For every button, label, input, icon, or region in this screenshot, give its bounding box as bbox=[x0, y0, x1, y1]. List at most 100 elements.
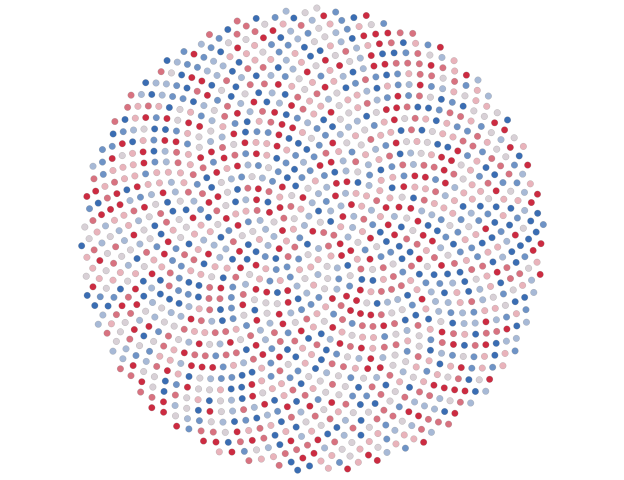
spiral-dot bbox=[85, 235, 93, 243]
spiral-dot bbox=[377, 390, 385, 398]
spiral-dot bbox=[369, 344, 377, 352]
spiral-dot bbox=[431, 297, 440, 305]
spiral-dot bbox=[176, 105, 184, 113]
spiral-dot bbox=[295, 255, 303, 263]
spiral-dot bbox=[371, 399, 379, 408]
spiral-dot bbox=[287, 309, 295, 317]
spiral-dot bbox=[112, 337, 120, 345]
spiral-dot bbox=[306, 167, 314, 175]
spiral-dot bbox=[208, 81, 216, 89]
spiral-dot bbox=[193, 63, 201, 71]
spiral-dot bbox=[193, 180, 201, 188]
spiral-dot bbox=[466, 166, 475, 174]
spiral-dot bbox=[89, 217, 97, 225]
spiral-dot bbox=[399, 268, 407, 276]
spiral-dot bbox=[363, 99, 371, 107]
spiral-dot bbox=[509, 286, 517, 294]
spiral-dot bbox=[482, 341, 490, 349]
spiral-dot bbox=[238, 232, 246, 240]
spiral-dot bbox=[164, 168, 172, 176]
spiral-dot bbox=[436, 395, 444, 403]
spiral-dot bbox=[130, 231, 138, 239]
spiral-dot bbox=[364, 451, 372, 459]
spiral-dot bbox=[310, 153, 318, 161]
spiral-dot bbox=[339, 363, 347, 371]
spiral-dot bbox=[237, 99, 245, 107]
spiral-dot bbox=[358, 228, 366, 236]
spiral-dot bbox=[418, 295, 426, 303]
spiral-dot bbox=[314, 396, 322, 404]
spiral-dot bbox=[451, 183, 459, 192]
spiral-dot bbox=[133, 301, 141, 309]
spiral-dot bbox=[140, 226, 148, 234]
spiral-dot bbox=[314, 271, 322, 279]
spiral-dot bbox=[180, 179, 188, 187]
spiral-dot bbox=[470, 107, 478, 115]
spiral-dot bbox=[441, 408, 449, 416]
spiral-dot bbox=[207, 418, 215, 426]
spiral-dot bbox=[391, 231, 399, 239]
spiral-dot bbox=[165, 282, 173, 290]
spiral-dot bbox=[291, 49, 299, 57]
spiral-dot bbox=[411, 114, 419, 122]
spiral-dot bbox=[468, 181, 476, 189]
spiral-dot bbox=[102, 284, 110, 292]
spiral-dot bbox=[291, 318, 299, 326]
spiral-dot bbox=[353, 44, 361, 52]
spiral-dot bbox=[437, 261, 446, 269]
spiral-dot bbox=[508, 248, 516, 256]
spiral-dot bbox=[144, 102, 152, 110]
spiral-dot bbox=[347, 374, 355, 382]
spiral-dot bbox=[200, 53, 208, 61]
spiral-dot bbox=[372, 30, 380, 38]
spiral-dot bbox=[503, 325, 511, 333]
spiral-dot bbox=[491, 171, 499, 179]
spiral-dot bbox=[507, 187, 515, 195]
spiral-dot bbox=[177, 233, 185, 242]
spiral-dot bbox=[420, 438, 428, 446]
spiral-dot bbox=[340, 431, 348, 439]
spiral-dot bbox=[328, 398, 336, 407]
spiral-dot bbox=[294, 93, 302, 101]
spiral-dot bbox=[149, 383, 157, 391]
spiral-dot bbox=[98, 146, 106, 154]
spiral-dot bbox=[447, 157, 456, 165]
spiral-dot bbox=[189, 171, 197, 179]
spiral-dot bbox=[484, 179, 492, 187]
spiral-dot bbox=[131, 114, 139, 122]
spiral-dot bbox=[282, 428, 290, 436]
spiral-dot bbox=[127, 309, 135, 317]
spiral-dot bbox=[273, 289, 281, 297]
spiral-dot bbox=[212, 438, 220, 446]
spiral-dot bbox=[313, 4, 321, 12]
spiral-dot bbox=[472, 97, 480, 105]
spiral-dot bbox=[292, 423, 300, 431]
spiral-dot bbox=[231, 151, 239, 159]
spiral-dot bbox=[505, 170, 513, 178]
spiral-dot bbox=[108, 142, 116, 150]
spiral-dot bbox=[468, 195, 476, 203]
spiral-dot bbox=[245, 457, 253, 465]
spiral-dot bbox=[96, 257, 104, 265]
spiral-dot bbox=[194, 396, 202, 404]
spiral-dot bbox=[237, 336, 245, 344]
spiral-dot bbox=[356, 310, 365, 318]
spiral-dot bbox=[269, 27, 277, 35]
spiral-dot bbox=[101, 182, 109, 190]
spiral-dot bbox=[103, 194, 111, 202]
spiral-dot bbox=[197, 317, 205, 325]
spiral-dot bbox=[389, 412, 397, 420]
spiral-dot bbox=[322, 197, 330, 205]
spiral-dot bbox=[207, 375, 215, 383]
spiral-dot bbox=[149, 298, 157, 307]
spiral-dot bbox=[153, 362, 161, 370]
spiral-dot bbox=[449, 340, 457, 348]
spiral-dot bbox=[156, 290, 164, 298]
spiral-dot bbox=[435, 307, 443, 315]
spiral-dot bbox=[241, 280, 250, 288]
spiral-dot bbox=[373, 456, 381, 464]
spiral-dot bbox=[160, 387, 168, 395]
spiral-dot bbox=[194, 293, 202, 301]
spiral-dot bbox=[161, 136, 169, 145]
spiral-dot bbox=[271, 431, 279, 439]
